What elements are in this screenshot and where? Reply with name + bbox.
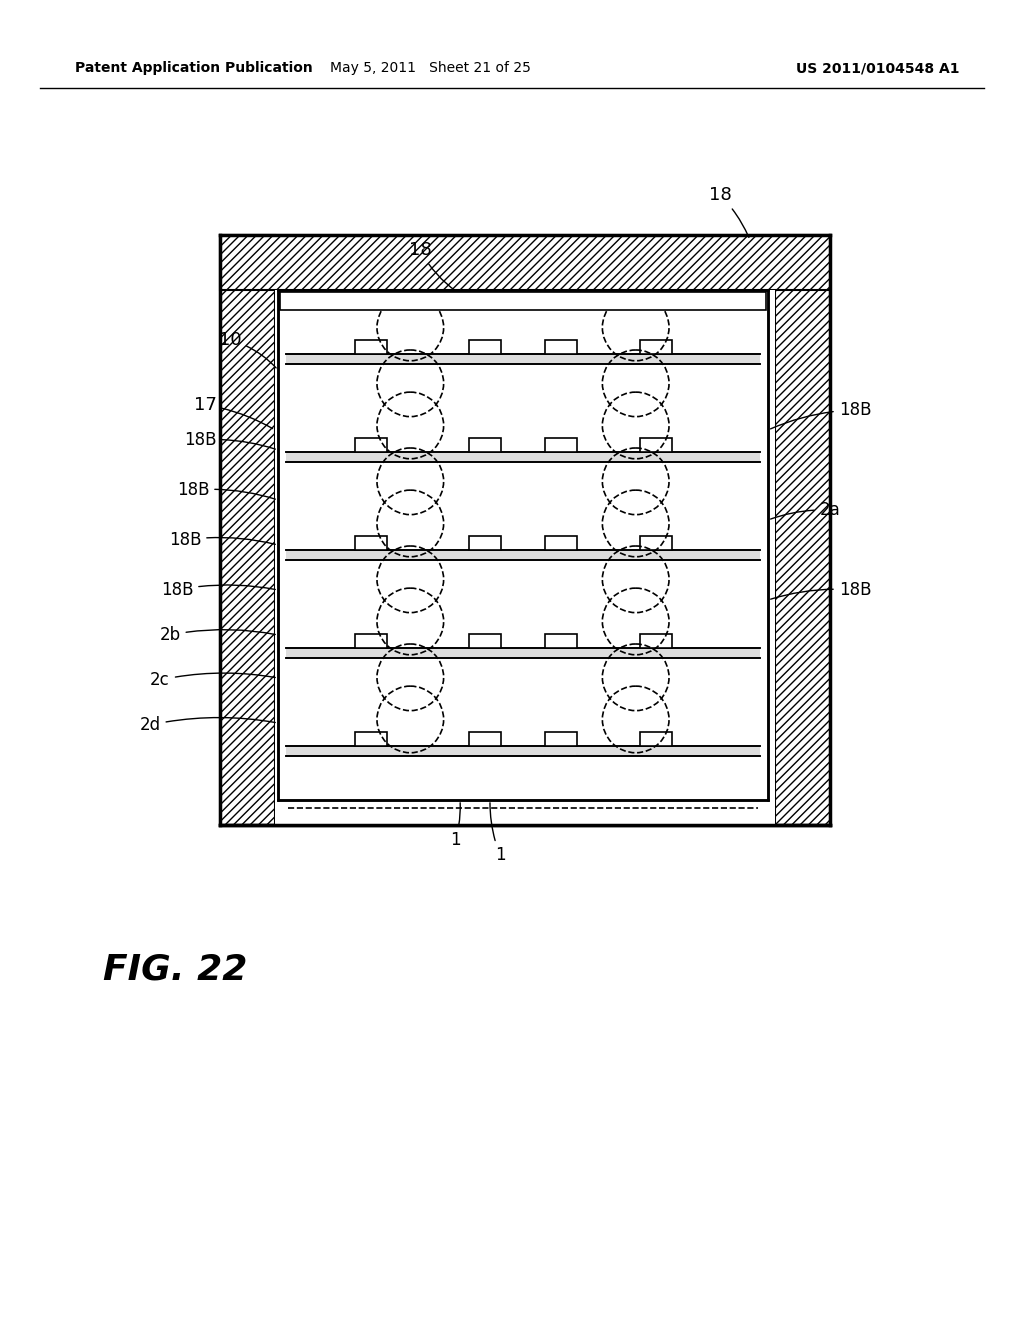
Bar — [280, 292, 766, 310]
Bar — [220, 235, 830, 290]
Bar — [355, 634, 387, 648]
Text: 2a: 2a — [771, 502, 841, 519]
Text: 18B: 18B — [770, 401, 871, 429]
Bar — [640, 634, 672, 648]
Bar — [278, 290, 768, 800]
Bar — [640, 339, 672, 354]
Bar — [286, 746, 760, 756]
Bar — [545, 634, 577, 648]
Bar — [286, 648, 760, 657]
Bar — [469, 339, 501, 354]
Bar — [275, 290, 775, 825]
Text: 2d: 2d — [139, 715, 275, 734]
Text: May 5, 2011   Sheet 21 of 25: May 5, 2011 Sheet 21 of 25 — [330, 61, 530, 75]
Text: FIG. 22: FIG. 22 — [102, 953, 247, 987]
Bar — [286, 354, 760, 364]
Text: 18: 18 — [709, 186, 749, 238]
Bar — [286, 451, 760, 462]
Bar — [355, 536, 387, 550]
Bar — [355, 438, 387, 451]
Bar — [355, 731, 387, 746]
Bar — [545, 536, 577, 550]
Text: 18B: 18B — [177, 480, 275, 499]
Bar — [286, 550, 760, 560]
Bar — [469, 536, 501, 550]
Bar — [355, 339, 387, 354]
Text: 18B: 18B — [169, 531, 275, 549]
Bar — [545, 731, 577, 746]
Text: US 2011/0104548 A1: US 2011/0104548 A1 — [797, 61, 961, 75]
Text: 2b: 2b — [160, 626, 275, 644]
Text: 2c: 2c — [151, 671, 275, 689]
Text: 18B: 18B — [161, 581, 275, 599]
Bar — [640, 536, 672, 550]
Bar — [775, 235, 830, 825]
Bar — [469, 438, 501, 451]
Text: 10: 10 — [219, 331, 276, 368]
Bar — [640, 731, 672, 746]
Bar — [640, 438, 672, 451]
Text: 18B: 18B — [183, 432, 275, 449]
Text: Patent Application Publication: Patent Application Publication — [75, 61, 312, 75]
Text: 17: 17 — [194, 396, 272, 429]
Text: 18B: 18B — [771, 581, 871, 599]
Text: 1: 1 — [489, 803, 505, 865]
Bar — [469, 731, 501, 746]
Bar — [220, 235, 275, 825]
Bar — [469, 634, 501, 648]
Bar — [545, 339, 577, 354]
Bar — [545, 438, 577, 451]
Text: 18: 18 — [409, 242, 468, 298]
Text: 1: 1 — [450, 803, 461, 849]
